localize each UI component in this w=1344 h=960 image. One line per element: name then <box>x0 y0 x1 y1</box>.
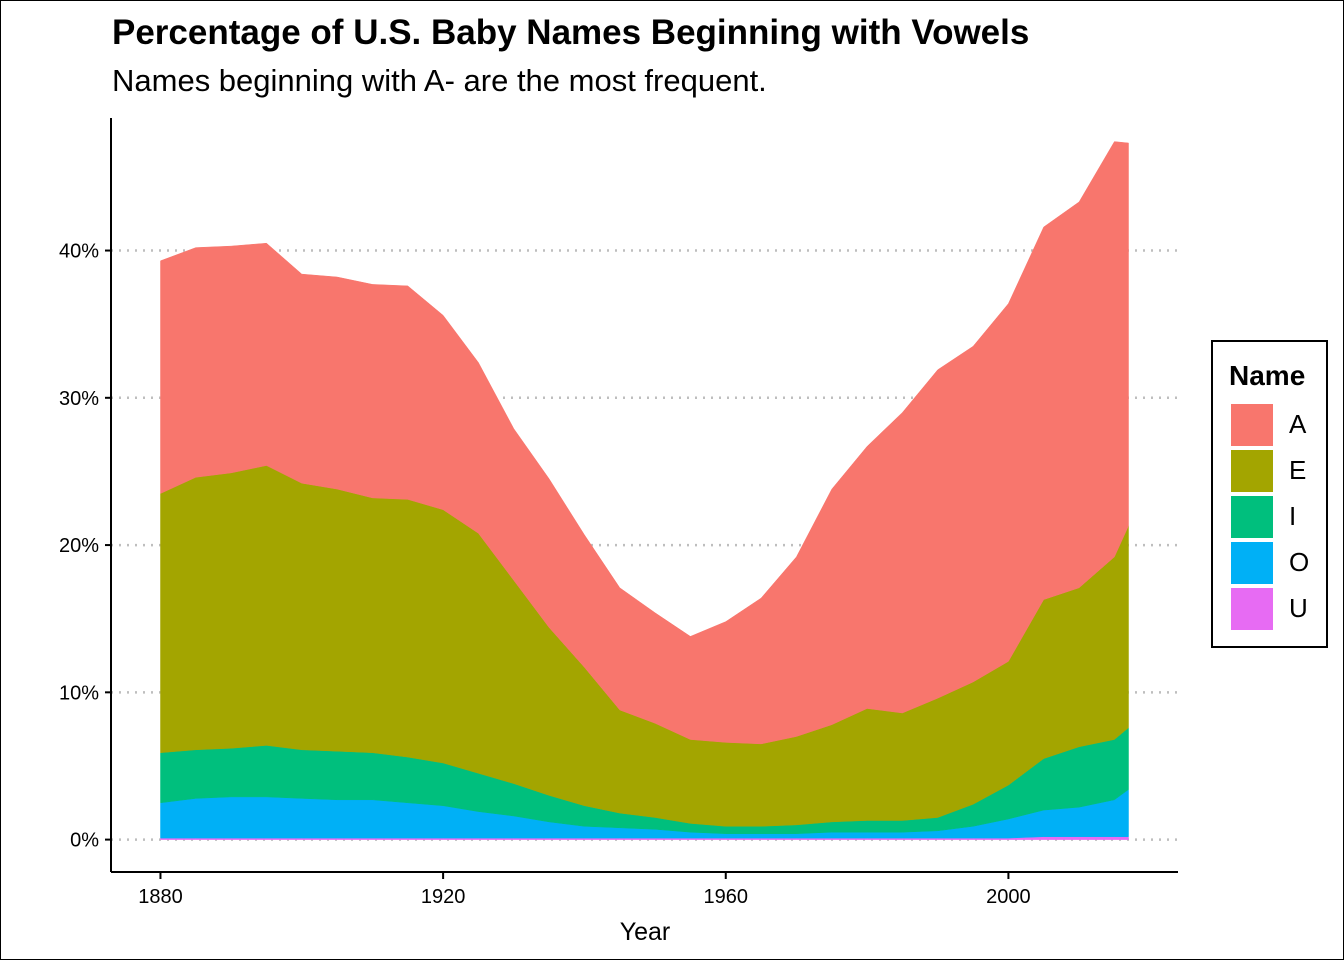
axes <box>110 118 1178 873</box>
legend-label-e: E <box>1289 455 1307 485</box>
legend-key-o <box>1231 542 1273 584</box>
legend-label-u: U <box>1289 593 1308 623</box>
legend-label-o: O <box>1289 547 1310 577</box>
chart-subtitle: Names beginning with A- are the most fre… <box>112 63 767 98</box>
legend-item-u: U <box>1231 588 1321 632</box>
area-series <box>160 141 1129 840</box>
legend-title: Name <box>1229 360 1306 391</box>
x-tick-label-2: 1960 <box>704 886 749 908</box>
legend: Name A E I O U <box>1211 340 1328 648</box>
x-tick-label-0: 1880 <box>138 886 183 908</box>
x-tick-label-3: 2000 <box>986 886 1031 908</box>
legend-key-i <box>1231 496 1273 538</box>
legend-key-a <box>1231 404 1273 446</box>
y-tick-label-0: 0% <box>70 830 99 852</box>
y-tick-label-4: 40% <box>59 241 99 263</box>
chart-title: Percentage of U.S. Baby Names Beginning … <box>112 13 1030 52</box>
y-tick-label-2: 20% <box>59 535 99 557</box>
y-tick-label-3: 30% <box>59 388 99 410</box>
legend-item-e: E <box>1231 450 1321 494</box>
legend-label-i: I <box>1289 501 1297 531</box>
axis-ticks: 0% 10% 20% 30% 40% 1880 1920 1960 2000 <box>59 241 1031 908</box>
x-axis-label: Year <box>620 918 671 946</box>
legend-item-o: O <box>1231 542 1321 586</box>
x-tick-label-1: 1920 <box>421 886 466 908</box>
area-a <box>160 141 1129 745</box>
legend-item-i: I <box>1231 496 1321 540</box>
legend-item-a: A <box>1231 404 1321 448</box>
y-tick-label-1: 10% <box>59 682 99 704</box>
legend-key-u <box>1231 588 1273 630</box>
legend-label-a: A <box>1289 409 1307 439</box>
legend-key-e <box>1231 450 1273 492</box>
